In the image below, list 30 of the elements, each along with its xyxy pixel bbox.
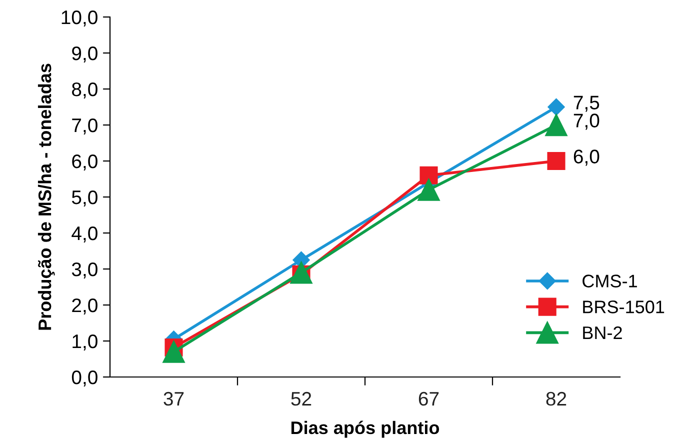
- point: [547, 152, 566, 170]
- y-tick-label: 4,0: [72, 226, 98, 243]
- point: [420, 166, 438, 184]
- legend-label: BRS-1501: [583, 300, 664, 314]
- y-tick-label: 0,0: [72, 370, 98, 387]
- legend-label: CMS-1: [582, 274, 637, 288]
- y-tick-label: 6,0: [72, 154, 98, 171]
- point: [548, 98, 565, 116]
- y-axis-title: Produção de MS/ha - toneladas: [38, 64, 55, 330]
- x-tick-label: 37: [164, 392, 184, 406]
- y-tick-label: 1,0: [72, 334, 98, 351]
- point: [290, 261, 312, 284]
- annotation: 7,0: [574, 114, 600, 130]
- annotation: 7,5: [574, 96, 600, 112]
- y-tick-label: 2,0: [72, 298, 98, 315]
- y-tick-label: 5,0: [72, 190, 98, 207]
- x-axis-title: Dias após plantio: [291, 420, 440, 438]
- annotation: 6,0: [574, 150, 600, 166]
- y-tick-label: 8,0: [72, 82, 98, 99]
- y-tick-label: 3,0: [72, 262, 98, 279]
- x-tick-label: 52: [291, 392, 312, 406]
- y-tick-label: 10,0: [62, 10, 98, 27]
- y-tick-label: 9,0: [72, 46, 98, 63]
- x-tick-label: 67: [418, 392, 439, 406]
- point: [545, 114, 568, 136]
- y-tick-label: 7,0: [72, 118, 98, 135]
- point: [418, 178, 440, 201]
- legend-label: BN-2: [583, 326, 622, 340]
- point: [162, 340, 185, 363]
- x-tick-label: 82: [546, 392, 566, 406]
